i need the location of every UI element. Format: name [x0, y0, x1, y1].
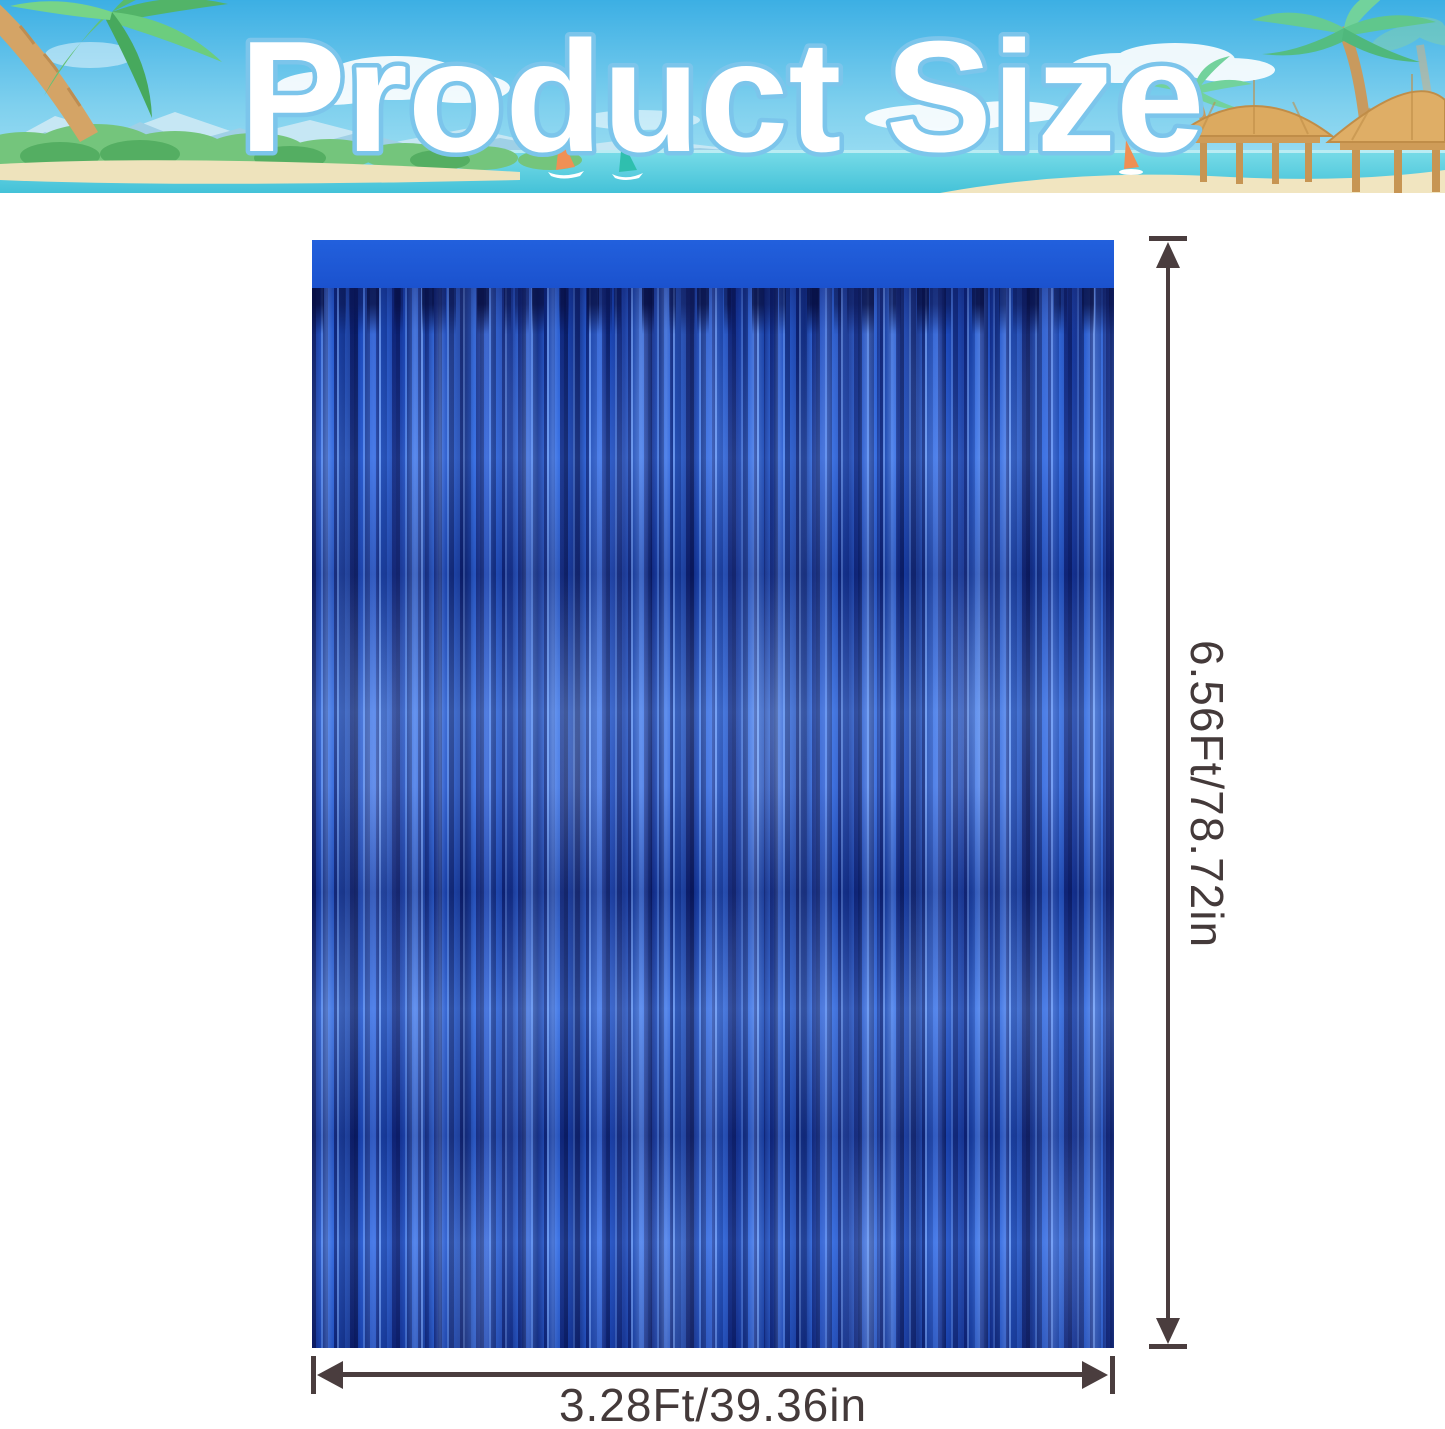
- clouds-icon: [45, 42, 1275, 132]
- width-dimension-line: [341, 1372, 1082, 1377]
- small-palm-fronds-icon: [1132, 56, 1252, 110]
- left-palm-fronds-icon: [10, 0, 228, 118]
- arrow-right-icon: [1082, 1361, 1108, 1389]
- arrow-down-icon: [1156, 1318, 1180, 1344]
- hut-small-icon: [1173, 80, 1335, 184]
- sailboats-icon: [548, 134, 1143, 180]
- banner: Product Size: [0, 0, 1445, 193]
- curtain-fringe: [312, 288, 1114, 1348]
- height-bottom-tick: [1149, 1344, 1187, 1349]
- curtain-header-strip: [312, 240, 1114, 288]
- hut-large-icon: [1325, 74, 1445, 193]
- beach-scene-graphic: Product Size: [0, 0, 1445, 193]
- arrow-left-icon: [317, 1361, 343, 1389]
- horizon-line: [0, 150, 1445, 153]
- height-dimension-line: [1166, 264, 1170, 1320]
- sand-right: [940, 170, 1445, 193]
- beach-huts-icon: [1132, 0, 1445, 193]
- left-palm-tree-icon: [0, 0, 228, 142]
- palm-fronds-icon: [1252, 0, 1436, 62]
- height-label: 6.56Ft/78.72in: [1181, 639, 1233, 949]
- curtain-fringe-tops: [312, 288, 1114, 334]
- curtain-image: [312, 240, 1114, 1348]
- height-top-tick: [1149, 236, 1187, 241]
- sand-left: [0, 160, 520, 184]
- width-right-tick: [1110, 1356, 1115, 1394]
- width-left-tick: [311, 1356, 316, 1394]
- arrow-up-icon: [1156, 242, 1180, 268]
- page-title: Product Size: [240, 9, 1205, 185]
- width-label: 3.28Ft/39.36in: [558, 1379, 868, 1429]
